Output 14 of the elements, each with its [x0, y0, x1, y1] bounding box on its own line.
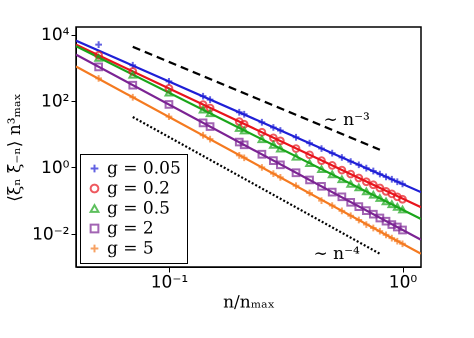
y-tick-label: 10⁴ [41, 25, 70, 46]
legend-label: g = 0.2 [107, 178, 170, 198]
y-axis-title: ⟨ξₙ ξ̄₋ₙ⟩ n³ₘₐₓ [5, 93, 26, 202]
y-tick-label: 10⁰ [41, 158, 70, 178]
legend-label: g = 2 [107, 218, 154, 238]
annotation: ∼ n⁻³ [323, 110, 370, 130]
x-tick-label: 10⁻¹ [150, 272, 188, 292]
legend-label: g = 5 [107, 238, 154, 258]
y-tick-label: 10² [41, 92, 70, 112]
y-tick-label: 10⁻² [32, 224, 70, 244]
legend-label: g = 0.5 [107, 198, 170, 218]
x-axis-title: n/nₘₐₓ [223, 292, 275, 312]
legend-label: g = 0.05 [107, 158, 181, 178]
annotation: ∼ n⁻⁴ [313, 244, 360, 264]
